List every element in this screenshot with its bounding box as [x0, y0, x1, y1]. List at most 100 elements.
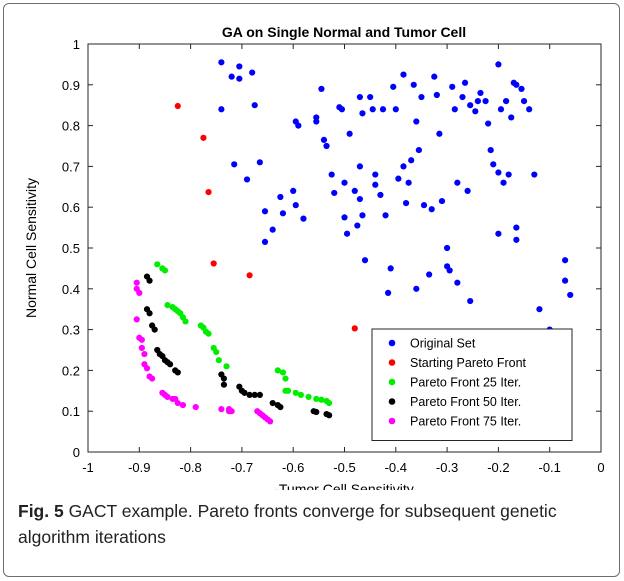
data-points	[133, 59, 574, 425]
point-pareto-front-50-iter	[174, 369, 181, 376]
legend-label: Pareto Front 75 Iter.	[410, 415, 521, 429]
point-original-set	[313, 118, 320, 125]
point-original-set	[387, 265, 394, 272]
point-original-set	[513, 224, 520, 231]
legend: Original Set Starting Pareto Front Pareto …	[371, 328, 573, 441]
x-tick-label: -0.3	[436, 460, 458, 475]
point-original-set	[531, 171, 538, 178]
legend-label: Pareto Front 25 Iter.	[410, 376, 521, 390]
point-original-set	[446, 267, 453, 274]
point-pareto-front-25-iter	[279, 369, 287, 376]
point-pareto-front-75-iter	[143, 365, 151, 372]
axis-ticks: -1 -0.9 -0.8 -0.7 -0.6 -0.5 -0.4 -0.3 -0.2 -0.1 0 0…	[62, 37, 605, 475]
point-starting-pareto-front	[351, 325, 358, 332]
point-original-set	[510, 79, 517, 86]
point-original-set	[228, 73, 235, 80]
y-tick-label: 1	[73, 37, 80, 52]
point-pareto-front-25-iter	[282, 375, 289, 382]
point-original-set	[338, 106, 346, 113]
point-pareto-front-25-iter	[205, 330, 212, 337]
x-tick-label: -0.9	[128, 460, 150, 475]
point-original-set	[400, 71, 407, 78]
figure-caption: Fig. 5 GACT example. Pareto fronts conve…	[18, 498, 608, 550]
point-original-set	[295, 122, 302, 129]
point-original-set	[300, 215, 307, 222]
point-original-set	[328, 171, 335, 178]
point-original-set	[323, 142, 330, 150]
point-pareto-front-50-iter	[146, 277, 153, 284]
point-original-set	[361, 257, 369, 264]
point-original-set	[331, 189, 338, 197]
point-starting-pareto-front	[210, 260, 217, 267]
point-pareto-front-75-iter	[179, 401, 187, 409]
point-original-set	[356, 93, 363, 101]
point-original-set	[472, 108, 479, 115]
point-pareto-front-25-iter	[223, 363, 230, 370]
point-pareto-front-75-iter	[225, 406, 233, 413]
point-original-set	[567, 291, 574, 299]
point-pareto-front-25-iter	[313, 395, 320, 403]
point-pareto-front-50-iter	[256, 391, 263, 398]
point-original-set	[402, 200, 410, 207]
point-starting-pareto-front	[246, 272, 253, 279]
point-pareto-front-25-iter	[297, 391, 304, 398]
point-original-set	[561, 277, 569, 284]
caption-text: GACT example. Pareto fronts converge for…	[18, 501, 557, 547]
point-original-set	[454, 179, 461, 186]
x-tick-label: -0.7	[231, 460, 253, 475]
point-original-set	[502, 98, 510, 105]
point-pareto-front-50-iter	[277, 404, 284, 411]
point-original-set	[251, 102, 258, 109]
legend-marker	[388, 417, 396, 425]
chart-title: GA on Single Normal and Tumor Cell	[222, 24, 466, 40]
point-original-set	[236, 75, 243, 82]
point-original-set	[277, 193, 284, 201]
point-original-set	[395, 175, 402, 182]
point-original-set	[518, 85, 525, 92]
point-original-set	[343, 230, 351, 237]
point-original-set	[369, 106, 376, 113]
point-original-set	[436, 130, 443, 137]
point-original-set	[431, 73, 438, 80]
point-original-set	[356, 195, 363, 203]
point-original-set	[400, 163, 407, 170]
legend-label: Pareto Front 50 Iter.	[410, 395, 521, 409]
point-starting-pareto-front	[174, 102, 181, 110]
point-pareto-front-75-iter	[172, 395, 179, 403]
y-tick-label: 0.9	[62, 78, 80, 93]
point-original-set	[379, 106, 387, 113]
x-tick-label: 0	[597, 460, 604, 475]
y-tick-label: 0.3	[62, 323, 80, 338]
point-original-set	[426, 271, 433, 278]
point-original-set	[356, 163, 363, 170]
point-original-set	[474, 98, 481, 105]
point-original-set	[372, 171, 379, 178]
point-original-set	[495, 61, 502, 68]
point-original-set	[392, 106, 399, 113]
point-pareto-front-75-iter	[267, 418, 274, 425]
point-pareto-front-25-iter	[213, 348, 220, 356]
point-pareto-front-50-iter	[146, 310, 153, 317]
point-original-set	[413, 285, 420, 292]
point-pareto-front-50-iter	[251, 391, 258, 398]
point-pareto-front-75-iter	[133, 279, 140, 286]
point-original-set	[418, 93, 425, 101]
point-original-set	[536, 306, 543, 313]
point-original-set	[500, 179, 507, 186]
point-pareto-front-50-iter	[220, 375, 228, 382]
y-tick-label: 0.4	[62, 282, 80, 297]
point-original-set	[477, 89, 484, 97]
point-original-set	[279, 210, 287, 217]
point-original-set	[341, 214, 348, 221]
point-original-set	[487, 146, 494, 154]
point-original-set	[318, 85, 325, 92]
point-original-set	[346, 130, 353, 137]
point-pareto-front-25-iter	[274, 367, 281, 374]
point-original-set	[433, 91, 440, 99]
point-pareto-front-50-iter	[326, 412, 333, 419]
point-original-set	[377, 191, 384, 199]
caption-label: Fig. 5	[18, 501, 64, 521]
x-axis-label: -Tumor Cell Sensitivity	[274, 481, 414, 490]
point-original-set	[526, 106, 533, 113]
point-original-set	[444, 244, 451, 252]
